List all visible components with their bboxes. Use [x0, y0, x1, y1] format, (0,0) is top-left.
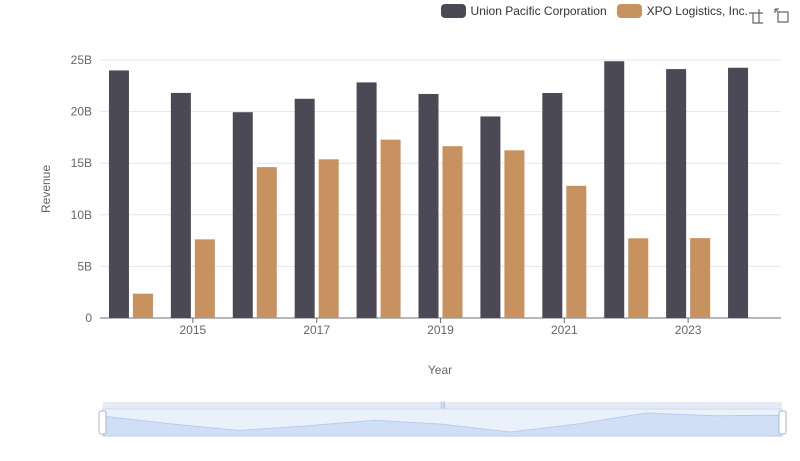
bar-union-pacific-2018[interactable]: [356, 82, 377, 318]
bar-union-pacific-2017[interactable]: [294, 98, 315, 319]
data-zoom-slider[interactable]: |||: [98, 402, 787, 437]
bar-xpo-2016[interactable]: [256, 167, 277, 318]
toolbox: [748, 8, 790, 24]
y-tick-label: 20B: [71, 105, 92, 119]
restore-icon[interactable]: [774, 8, 790, 24]
bar-xpo-2023[interactable]: [690, 238, 711, 318]
slider-top-bar[interactable]: [103, 402, 782, 409]
bar-union-pacific-2014[interactable]: [108, 70, 129, 318]
x-tick-label: 2015: [180, 323, 207, 337]
legend-label-xpo: XPO Logistics, Inc.: [646, 4, 748, 18]
bar-union-pacific-2023[interactable]: [666, 69, 687, 318]
slider-selection[interactable]: [103, 409, 782, 436]
legend-swatch-xpo: [616, 4, 642, 18]
bar-xpo-2018[interactable]: [380, 139, 401, 318]
bar-union-pacific-2016[interactable]: [232, 112, 253, 318]
bar-union-pacific-2019[interactable]: [418, 93, 439, 319]
slider-handle-left[interactable]: [98, 410, 107, 435]
bars: [108, 61, 749, 319]
legend-label-union-pacific: Union Pacific Corporation: [470, 4, 607, 18]
bar-union-pacific-2021[interactable]: [542, 93, 563, 318]
slider-handle-right[interactable]: [778, 410, 787, 435]
legend: Union Pacific Corporation XPO Logistics,…: [440, 4, 748, 18]
y-axis-label: Revenue: [39, 165, 53, 213]
bar-xpo-2021[interactable]: [566, 185, 587, 318]
bar-union-pacific-2022[interactable]: [604, 61, 625, 318]
y-tick-label: 5B: [77, 259, 92, 273]
legend-item-xpo[interactable]: XPO Logistics, Inc.: [616, 4, 748, 18]
x-axis-label: Year: [428, 363, 452, 377]
y-tick-label: 25B: [71, 53, 92, 67]
y-tick-label: 15B: [71, 156, 92, 170]
x-tick-label: 2021: [551, 323, 578, 337]
x-tick-label: 2023: [675, 323, 702, 337]
bar-xpo-2022[interactable]: [628, 238, 649, 318]
y-tick-label: 10B: [71, 208, 92, 222]
bar-union-pacific-2020[interactable]: [480, 116, 501, 318]
slider-grip-icon[interactable]: |||: [440, 402, 446, 409]
bar-xpo-2015[interactable]: [194, 239, 215, 318]
x-tick-label: 2019: [427, 323, 454, 337]
y-tick-label: 0: [85, 311, 92, 325]
bar-xpo-2014[interactable]: [132, 293, 153, 318]
legend-item-union-pacific[interactable]: Union Pacific Corporation: [440, 4, 607, 18]
bar-union-pacific-2015[interactable]: [170, 92, 191, 318]
slider-preview-area: [102, 412, 783, 437]
bar-xpo-2019[interactable]: [442, 146, 463, 318]
legend-swatch-union-pacific: [440, 4, 466, 18]
zoom-icon[interactable]: [748, 8, 764, 24]
x-tick-label: 2017: [303, 323, 330, 337]
bar-xpo-2017[interactable]: [318, 159, 339, 318]
bar-xpo-2020[interactable]: [504, 150, 525, 318]
bar-union-pacific-2024[interactable]: [728, 67, 749, 319]
